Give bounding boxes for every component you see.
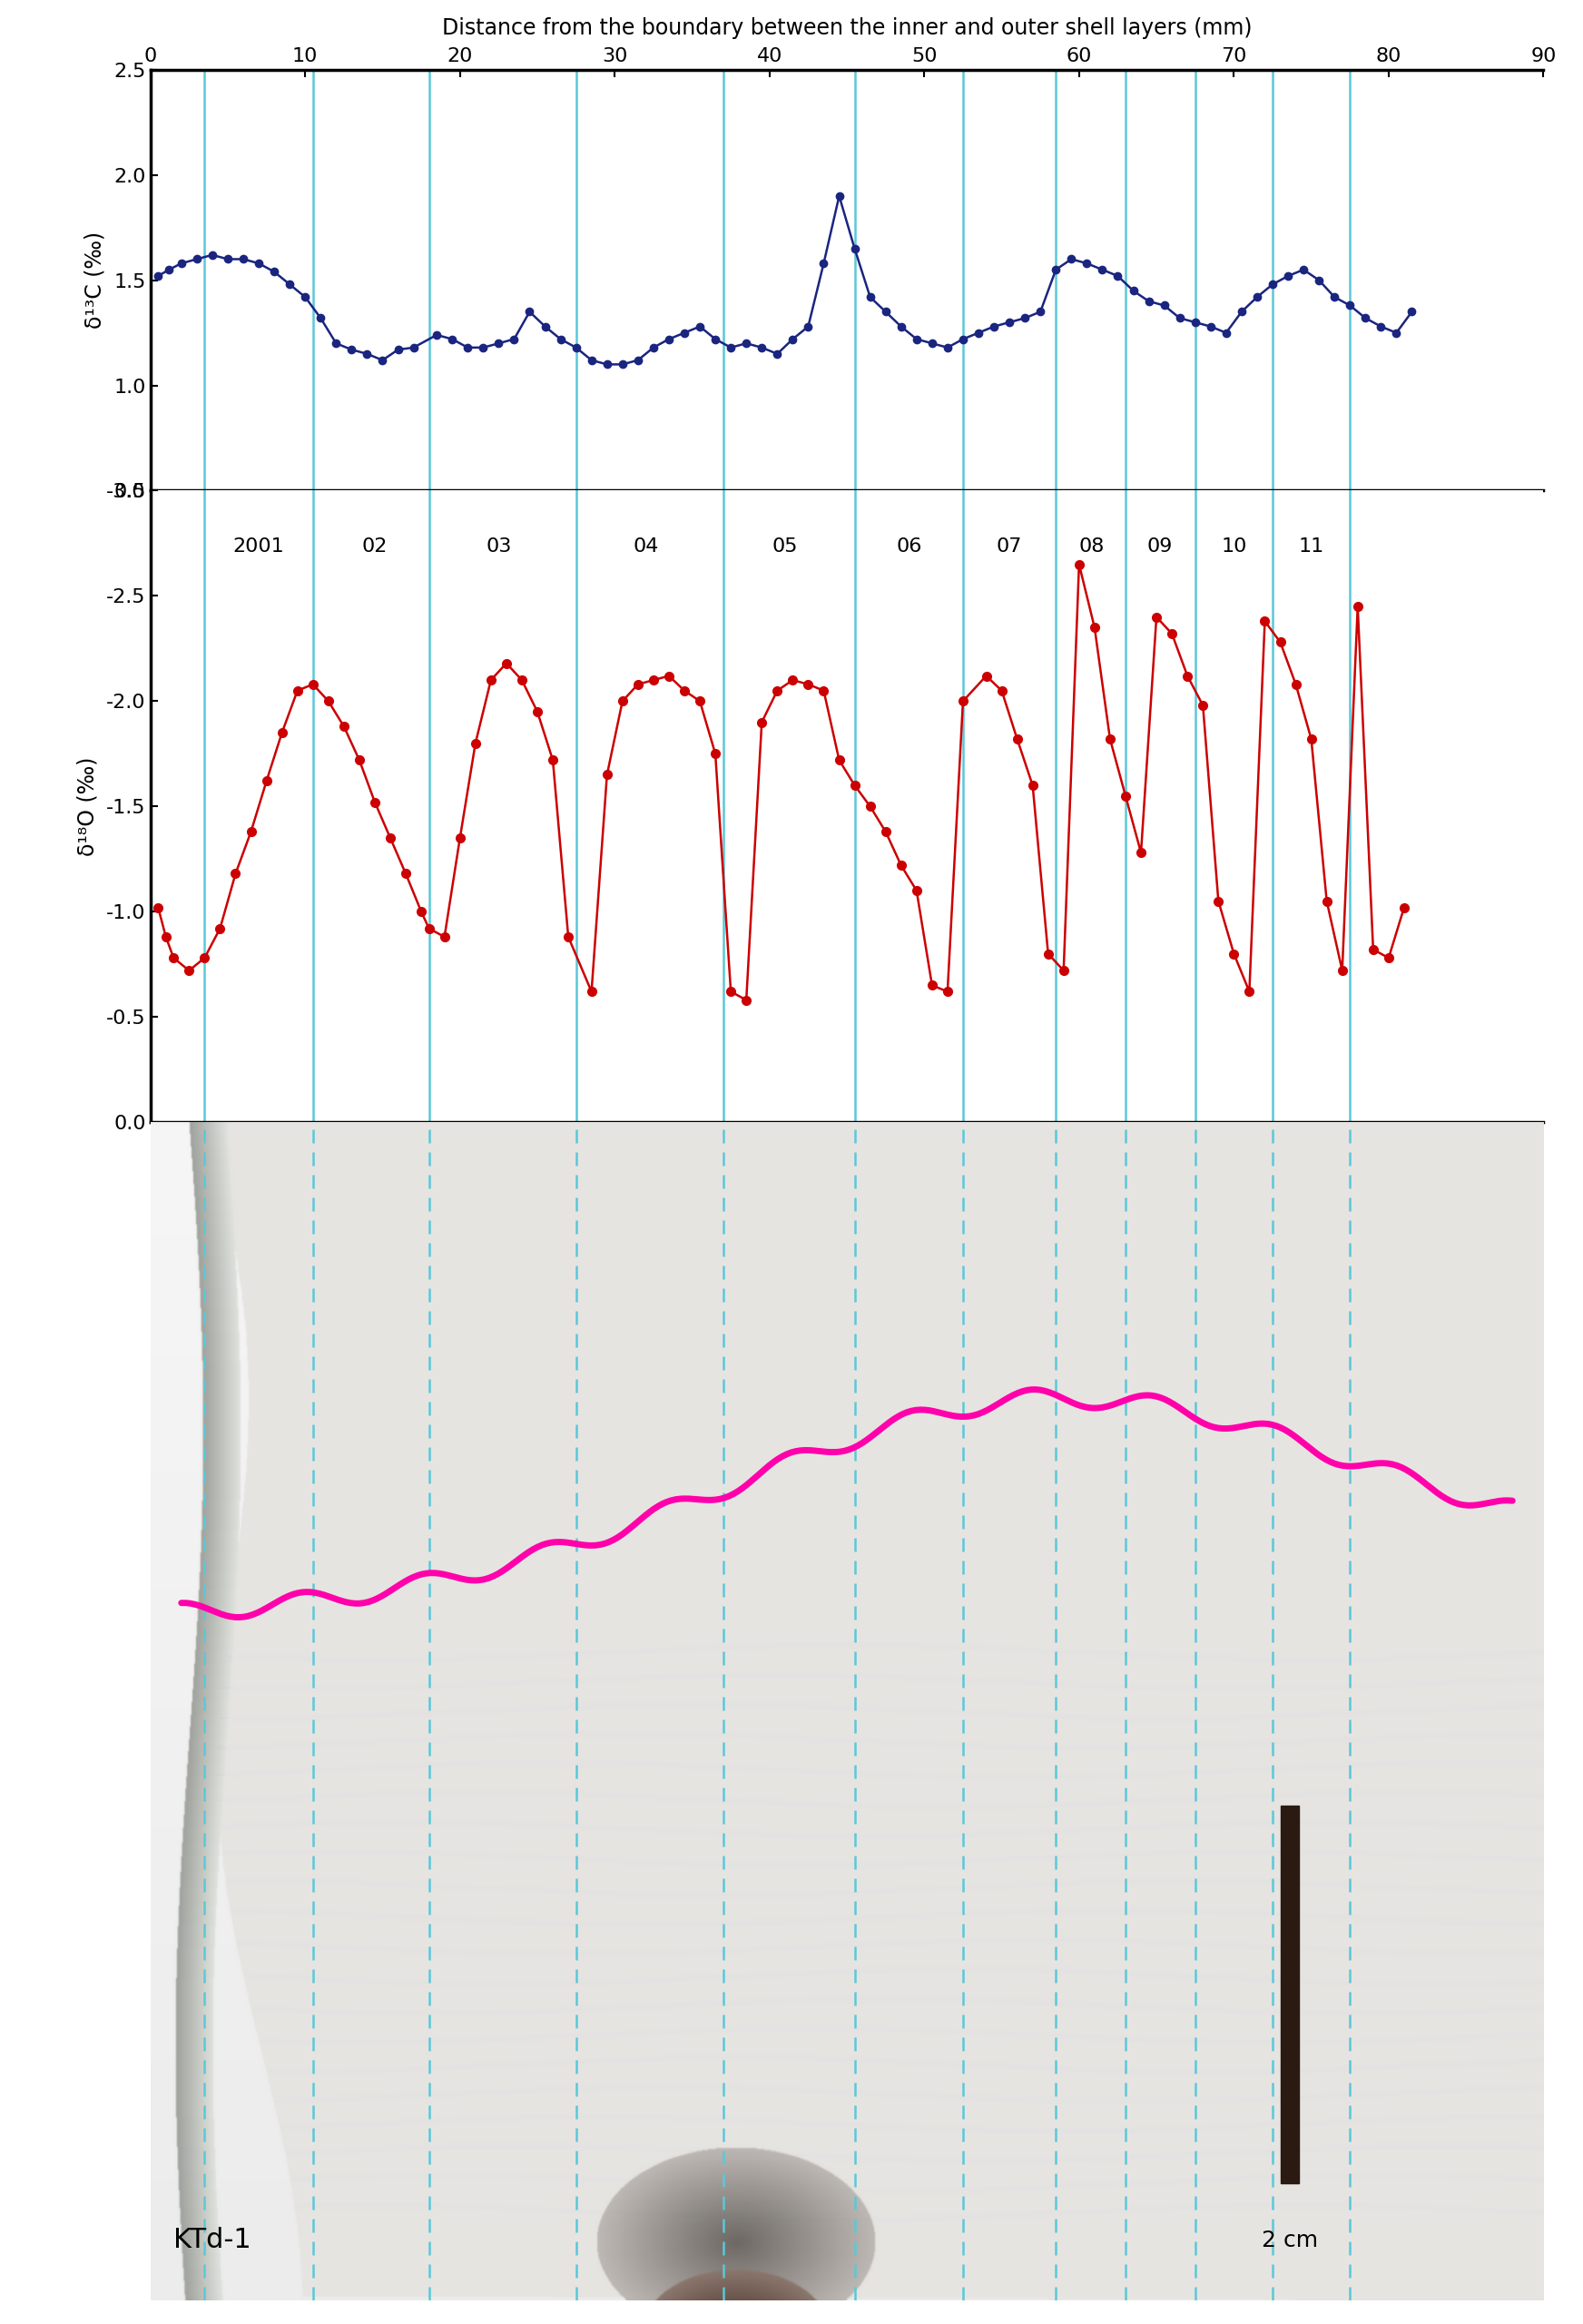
Text: 07: 07 [997,537,1023,555]
Text: 03: 03 [486,537,511,555]
Text: 06: 06 [896,537,921,555]
Text: 04: 04 [633,537,659,555]
X-axis label: Distance from the boundary between the inner and outer shell layers (mm): Distance from the boundary between the i… [442,16,1252,40]
Text: 2 cm: 2 cm [1262,2231,1317,2252]
Text: 05: 05 [773,537,798,555]
Y-axis label: δ¹³C (‰): δ¹³C (‰) [84,232,106,328]
Text: 2001: 2001 [233,537,285,555]
Text: 11: 11 [1298,537,1323,555]
Text: KTd-1: KTd-1 [174,2226,252,2254]
Text: 08: 08 [1078,537,1105,555]
Y-axis label: δ¹⁸O (‰): δ¹⁸O (‰) [78,758,98,855]
Text: 02: 02 [363,537,388,555]
Text: 10: 10 [1220,537,1247,555]
Text: 09: 09 [1146,537,1173,555]
Bar [1281,1806,1300,2182]
